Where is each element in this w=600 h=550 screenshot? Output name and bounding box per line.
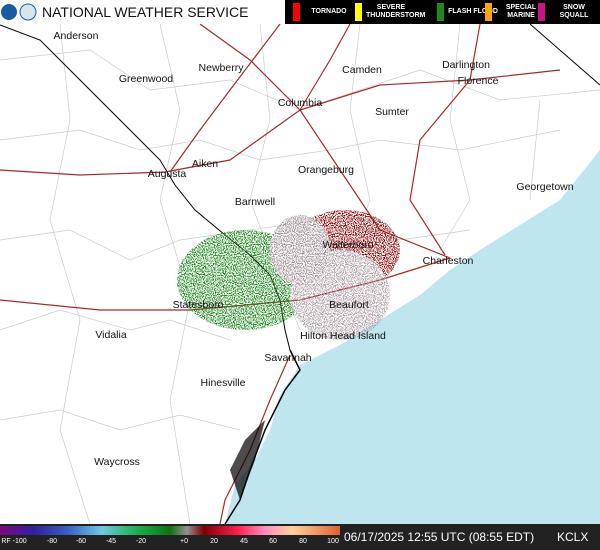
city-label: Beaufort: [329, 299, 369, 311]
coastline: [230, 420, 265, 500]
timestamp: 06/17/2025 12:55 UTC (08:55 EDT): [344, 530, 535, 544]
county-lines: [0, 23, 600, 524]
city-label: Waycross: [94, 456, 140, 468]
scale-label: 45: [240, 538, 248, 545]
city-label: Vidalia: [95, 329, 127, 341]
city-label: Aiken: [191, 158, 219, 170]
warning-item: SPECIAL MARINE: [485, 3, 546, 21]
radar-echoes: [177, 210, 400, 340]
city-label: Barnwell: [234, 196, 276, 208]
warning-label: FLASH FLOOD: [448, 8, 498, 15]
warning-item: SNOW SQUALL: [538, 3, 599, 21]
map: [0, 23, 600, 524]
city-label: Hilton Head Island: [300, 330, 386, 342]
city-label: Augusta: [147, 168, 187, 180]
header-title: NATIONAL WEATHER SERVICE: [42, 4, 249, 20]
city-label: Charleston: [422, 255, 474, 267]
scale-label: +0: [180, 538, 188, 545]
footer: 06/17/2025 12:55 UTC (08:55 EDT) KCLX RF…: [0, 524, 600, 550]
warning-label: SNOW SQUALL: [559, 4, 589, 19]
city-label: Walterboro: [322, 239, 374, 251]
city-label: Sumter: [375, 106, 409, 118]
scale-label: 100: [327, 538, 339, 545]
warning-item: SEVERE THUNDERSTORM: [355, 3, 426, 21]
header: NATIONAL WEATHER SERVICE: [0, 0, 285, 24]
warning-item: FLASH FLOOD: [437, 3, 498, 21]
scale-label: RF -100: [1, 538, 27, 545]
city-label: Darlington: [442, 59, 490, 71]
warning-label: SPECIAL MARINE: [505, 4, 537, 19]
scale-label: 60: [269, 538, 277, 545]
scale-label: 20: [210, 538, 218, 545]
city-label: Anderson: [53, 30, 99, 42]
city-label: Orangeburg: [297, 164, 355, 176]
warning-item: TORNADO: [293, 3, 354, 21]
warning-swatch: [437, 3, 444, 21]
scale-label: -80: [46, 538, 58, 545]
warning-legend: TORNADO SEVERE THUNDERSTORM FLASH FLOOD SPE…: [285, 0, 600, 24]
scale-label: -45: [105, 538, 117, 545]
scale-label: -60: [75, 538, 87, 545]
city-label: Camden: [342, 64, 382, 76]
scale-label: 80: [299, 538, 307, 545]
city-label: Greenwood: [118, 73, 174, 85]
city-label: Florence: [457, 75, 499, 87]
city-label: Georgetown: [516, 181, 574, 193]
city-label: Newberry: [198, 62, 244, 74]
warning-label: TORNADO: [311, 8, 347, 15]
warning-swatch: [485, 3, 492, 21]
warning-swatch: [355, 3, 362, 21]
city-label: Statesboro: [172, 299, 224, 311]
station: KCLX: [557, 530, 589, 544]
warning-label: SEVERE THUNDERSTORM: [366, 4, 426, 19]
scale-label: -20: [135, 538, 147, 545]
warning-swatch: [293, 3, 300, 21]
warning-swatch: [538, 3, 545, 21]
city-label: Hinesville: [200, 377, 246, 389]
city-label: Savannah: [264, 352, 312, 364]
ocean: [225, 150, 600, 524]
city-label: Columbia: [277, 97, 323, 109]
logos: [1, 3, 37, 21]
color-scale: [0, 526, 340, 535]
